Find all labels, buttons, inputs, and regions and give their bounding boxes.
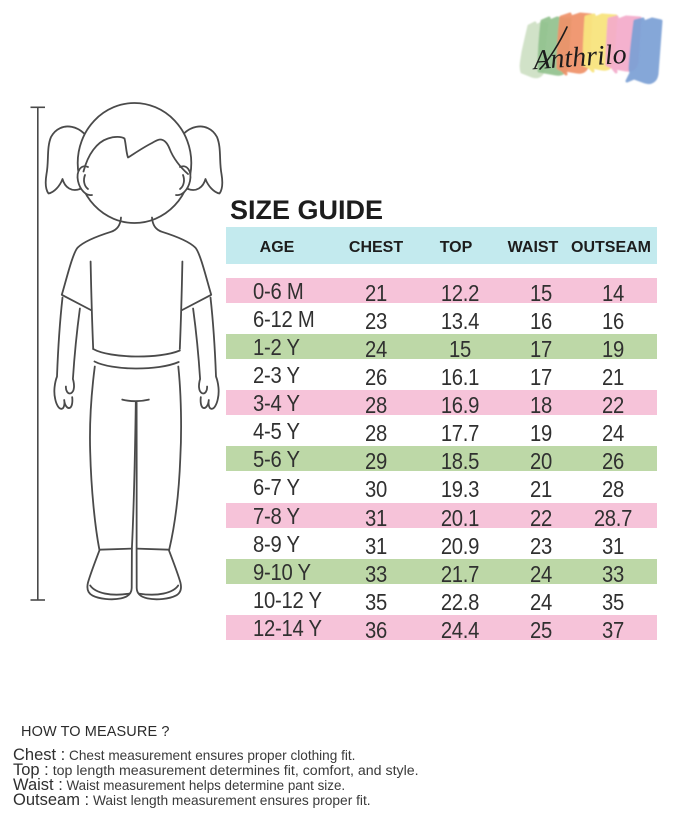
svg-text:Anthrilo: Anthrilo xyxy=(530,39,627,77)
